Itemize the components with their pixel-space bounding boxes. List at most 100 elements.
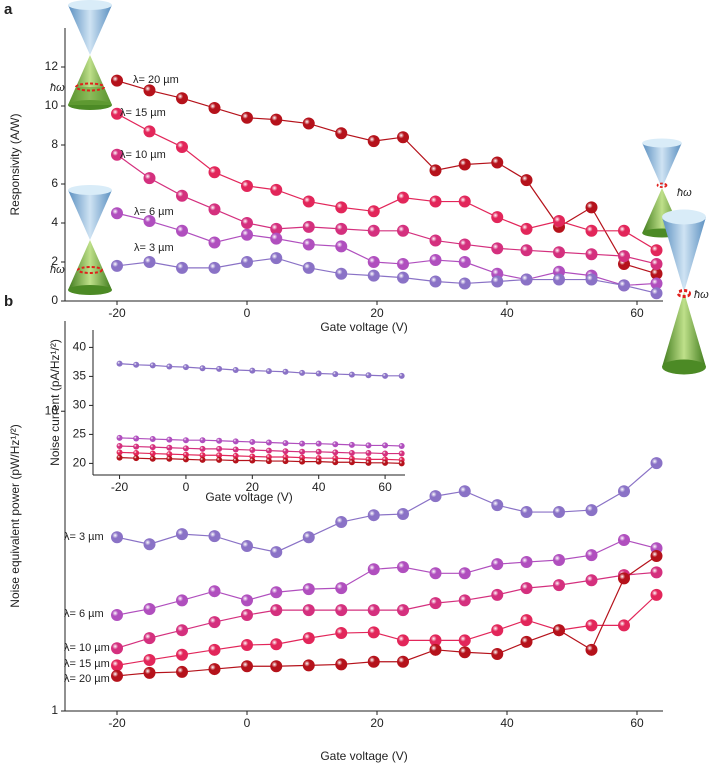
data-point bbox=[397, 604, 409, 617]
series-line bbox=[116, 571, 657, 649]
data-point bbox=[585, 201, 598, 214]
y-tick-label: 10 bbox=[45, 98, 59, 112]
data-point bbox=[176, 189, 188, 202]
data-point bbox=[367, 509, 380, 522]
data-point bbox=[398, 443, 405, 449]
data-point bbox=[348, 441, 355, 448]
data-point bbox=[111, 531, 123, 544]
series-label: λ= 10 µm bbox=[120, 149, 166, 161]
data-point bbox=[382, 450, 389, 457]
data-point bbox=[143, 653, 156, 666]
data-point bbox=[520, 222, 533, 235]
data-point bbox=[299, 458, 306, 465]
data-point bbox=[348, 449, 355, 456]
data-point bbox=[398, 450, 405, 457]
illustrations: ħω ħω ħω ħω bbox=[50, 0, 709, 375]
data-point bbox=[553, 215, 565, 228]
data-point bbox=[270, 660, 283, 673]
series-label: λ= 10 µm bbox=[64, 642, 110, 654]
data-point bbox=[270, 638, 283, 651]
data-point bbox=[116, 449, 123, 456]
data-point bbox=[429, 164, 442, 177]
y-axis-label: Noise equivalent power (pW/Hz¹/²) bbox=[8, 424, 22, 607]
data-point bbox=[143, 125, 156, 138]
data-point bbox=[382, 459, 389, 466]
series-label: λ= 15 µm bbox=[120, 107, 166, 119]
data-point bbox=[491, 156, 504, 169]
data-point bbox=[491, 275, 504, 288]
data-point bbox=[299, 369, 306, 376]
data-point bbox=[216, 456, 223, 463]
data-point bbox=[166, 363, 173, 370]
data-point bbox=[397, 561, 409, 574]
data-point bbox=[618, 250, 630, 263]
data-point bbox=[458, 238, 471, 251]
data-point bbox=[208, 530, 221, 543]
data-point bbox=[429, 490, 442, 503]
y-axis-label: Responsivity (A/W) bbox=[8, 113, 22, 215]
data-point bbox=[618, 619, 630, 632]
data-point bbox=[111, 74, 123, 87]
data-point bbox=[397, 655, 409, 668]
data-point bbox=[299, 448, 306, 455]
series-label: λ= 6 µm bbox=[134, 206, 174, 218]
panel-label: a bbox=[4, 1, 13, 18]
data-point bbox=[365, 372, 372, 379]
x-tick-label: 40 bbox=[500, 306, 514, 320]
data-point bbox=[585, 549, 598, 562]
panel: -20 0 20 40 60 20 25 30 35 40 Gate voltage (V) Nois… bbox=[48, 330, 405, 504]
data-point bbox=[650, 549, 663, 562]
series-line bbox=[119, 437, 402, 447]
photon-label: ħω bbox=[50, 264, 65, 276]
data-point bbox=[208, 101, 221, 114]
data-point bbox=[143, 84, 156, 97]
x-tick-label: 0 bbox=[244, 716, 251, 730]
data-point bbox=[429, 234, 442, 247]
data-point bbox=[149, 362, 156, 369]
data-point bbox=[382, 372, 389, 379]
data-point bbox=[650, 588, 663, 601]
data-point bbox=[585, 643, 598, 656]
data-point bbox=[335, 240, 348, 253]
data-point bbox=[282, 448, 289, 455]
data-point bbox=[208, 663, 221, 676]
data-point bbox=[315, 440, 322, 447]
data-point bbox=[650, 267, 663, 280]
data-point bbox=[618, 279, 630, 292]
y-tick-label: 10 bbox=[45, 403, 59, 417]
data-point bbox=[335, 267, 348, 280]
data-point bbox=[367, 205, 380, 218]
series-line bbox=[116, 539, 657, 616]
data-point bbox=[241, 660, 253, 673]
data-point bbox=[208, 261, 221, 274]
data-point bbox=[116, 434, 123, 441]
data-point bbox=[182, 437, 189, 444]
data-point bbox=[367, 224, 380, 237]
data-point bbox=[585, 504, 598, 517]
data-point bbox=[216, 365, 223, 372]
data-point bbox=[302, 632, 315, 645]
data-point bbox=[650, 457, 663, 470]
x-tick-label: 60 bbox=[630, 306, 644, 320]
y-tick-label: 40 bbox=[73, 340, 87, 354]
data-point bbox=[249, 457, 256, 464]
data-point bbox=[149, 436, 156, 443]
data-point bbox=[249, 367, 256, 374]
data-point bbox=[299, 440, 306, 447]
data-point bbox=[650, 277, 663, 290]
data-point bbox=[176, 224, 188, 237]
data-point bbox=[176, 261, 188, 274]
data-point bbox=[458, 158, 471, 171]
data-point bbox=[199, 365, 206, 372]
data-point bbox=[458, 256, 471, 268]
data-point bbox=[208, 643, 221, 656]
data-point bbox=[491, 647, 504, 660]
data-point bbox=[282, 458, 289, 465]
data-point bbox=[553, 579, 565, 592]
data-point bbox=[367, 604, 380, 617]
data-point bbox=[302, 220, 315, 233]
data-point bbox=[397, 191, 409, 204]
data-point bbox=[176, 648, 188, 661]
data-point bbox=[367, 135, 380, 148]
data-point bbox=[335, 604, 348, 617]
